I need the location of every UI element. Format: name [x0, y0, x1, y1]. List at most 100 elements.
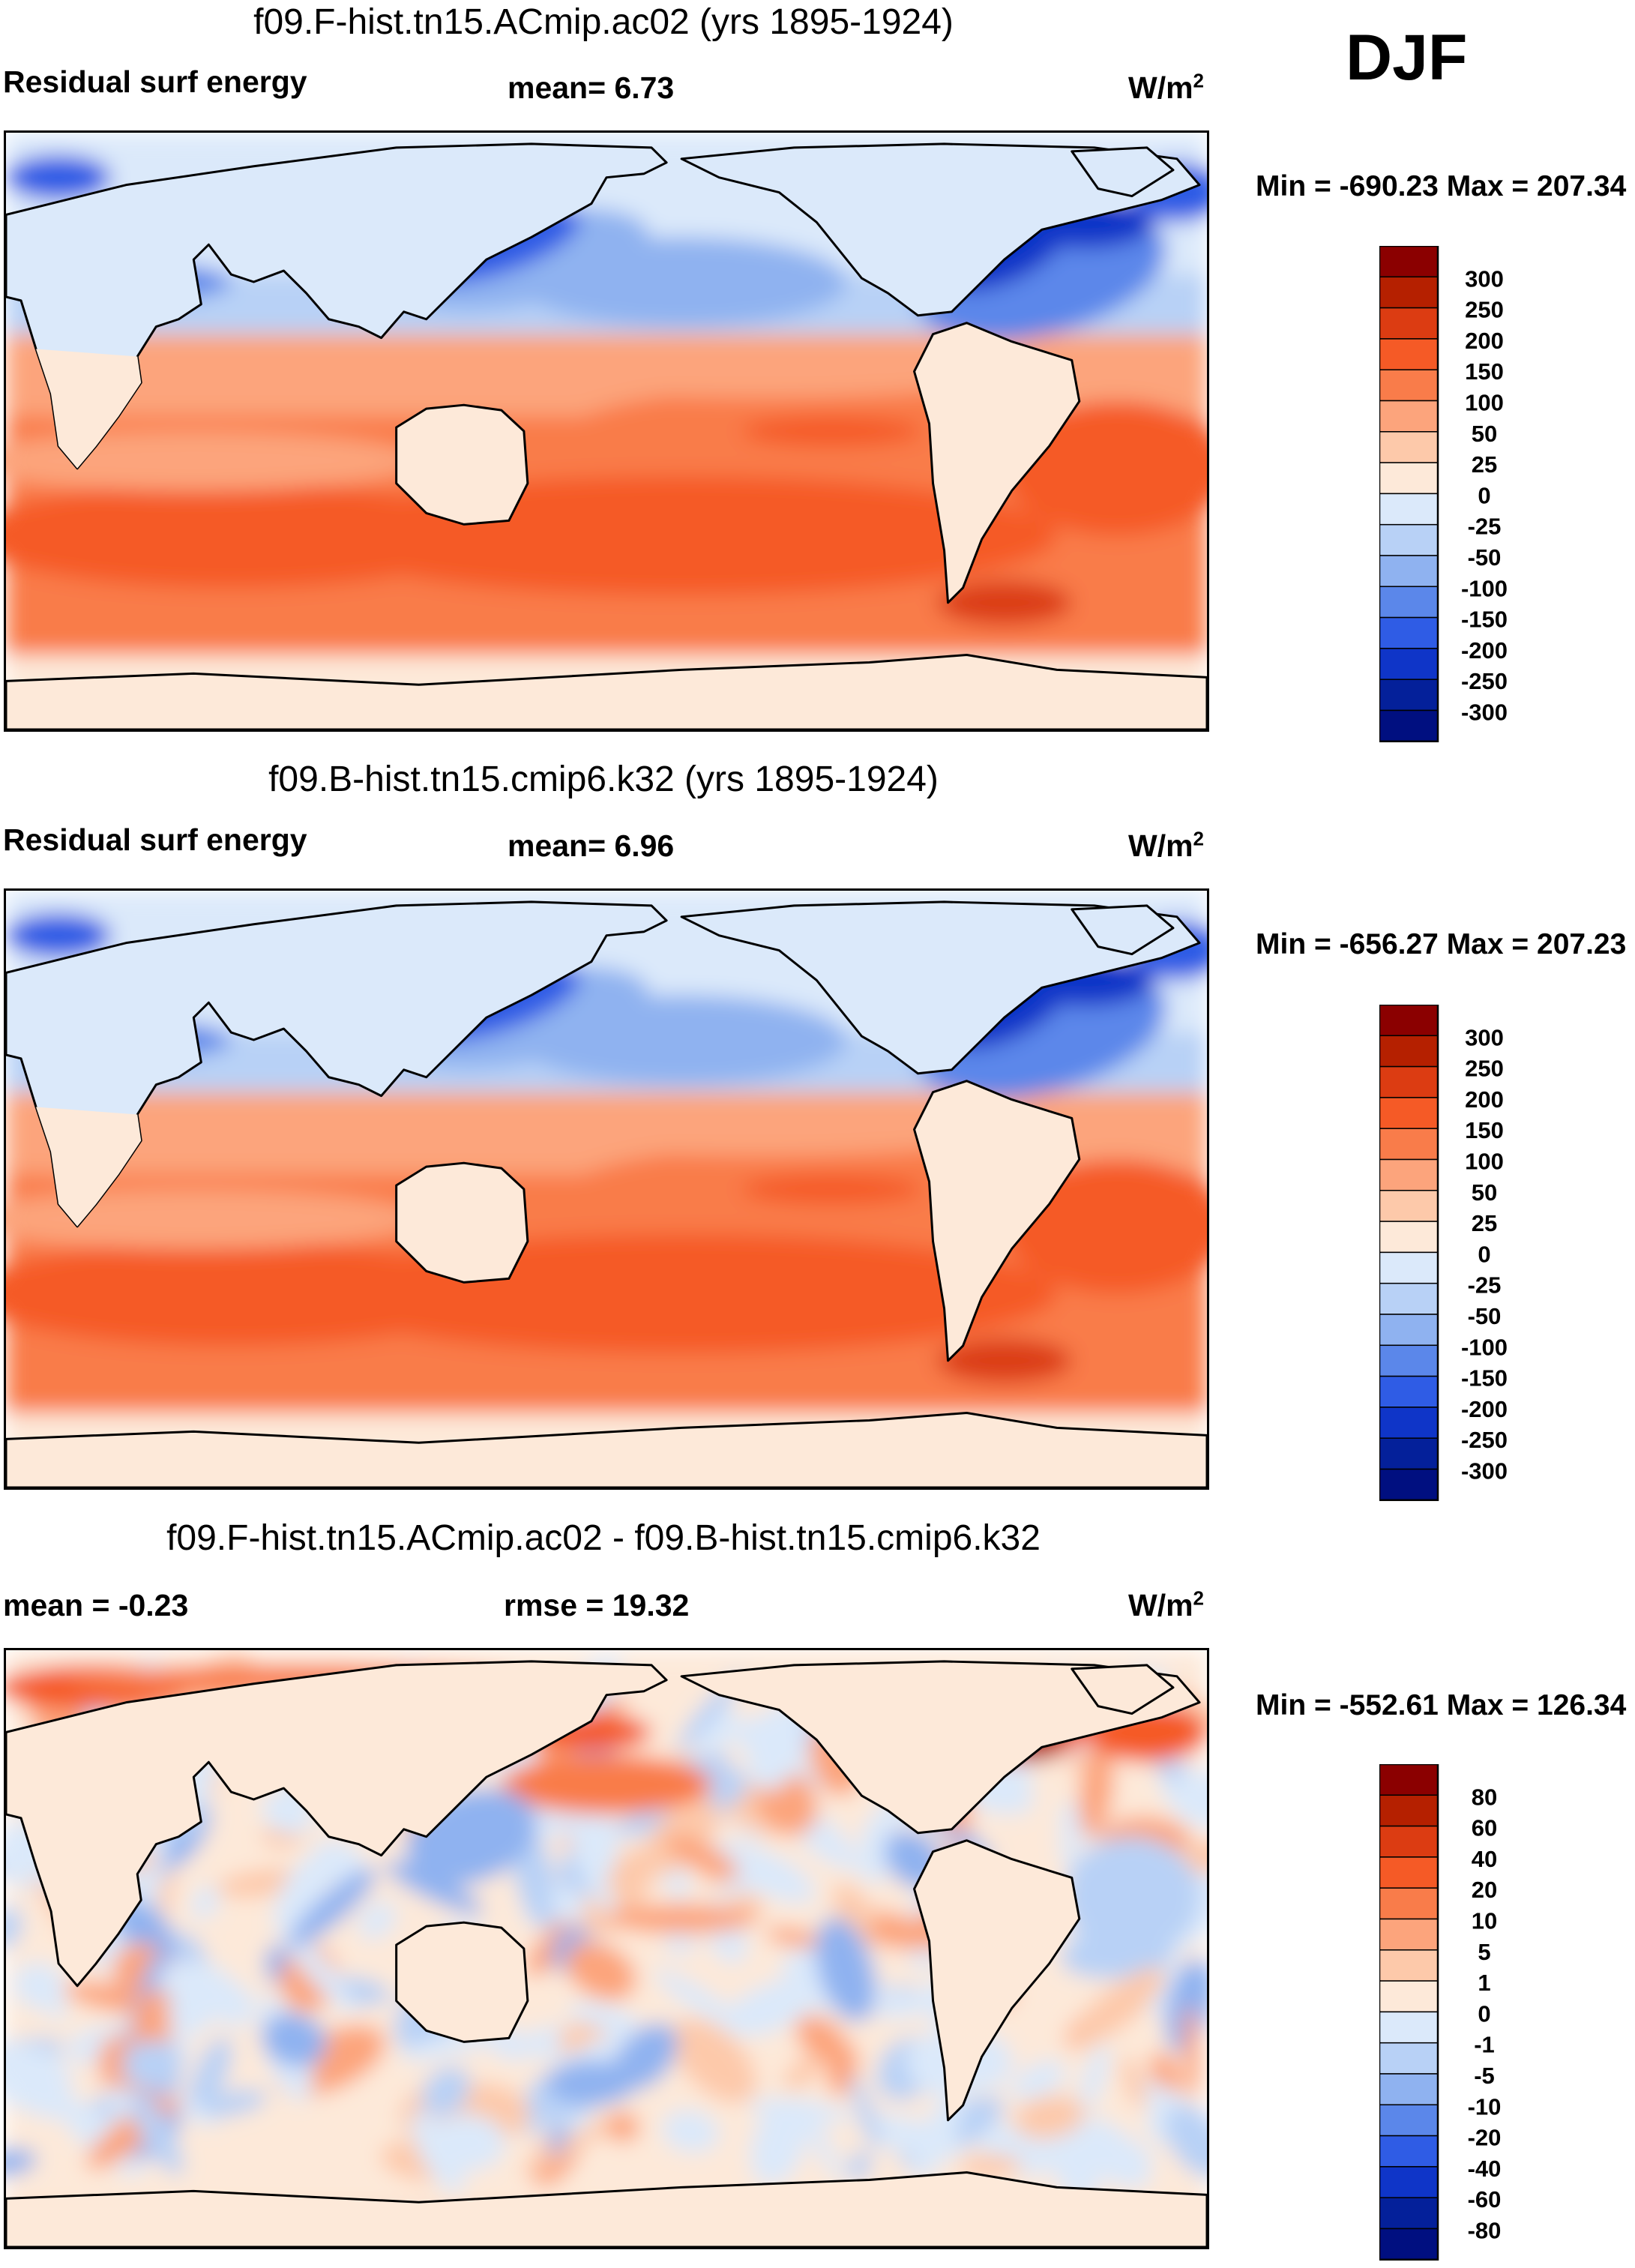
panel-3-title: f09.F-hist.tn15.ACmip.ac02 - f09.B-hist.… [166, 1518, 1041, 1558]
colorbar-swatch [1379, 1097, 1439, 1129]
colorbar-swatch [1379, 493, 1439, 526]
colorbar-swatch [1379, 338, 1439, 370]
colorbar-tick-label: -250 [1461, 1427, 1508, 1453]
colorbar-tick-label: 150 [1465, 1117, 1504, 1143]
colorbar-swatch [1379, 400, 1439, 433]
colorbar-tick-label: -60 [1468, 2186, 1502, 2213]
panel-3-rmse-label: rmse = 19.32 [504, 1588, 690, 1622]
colorbar-tick-label: -40 [1468, 2156, 1502, 2182]
colorbar-tick-label: 150 [1465, 358, 1504, 385]
colorbar-tick-label: -150 [1461, 607, 1508, 633]
colorbar-swatch [1379, 2011, 1439, 2044]
colorbar-tick-label: -50 [1468, 1303, 1502, 1329]
colorbar-swatch [1379, 1035, 1439, 1068]
colorbar-swatch [1379, 1763, 1439, 1796]
colorbar-swatch [1379, 2042, 1439, 2075]
colorbar-tick-label: -25 [1468, 514, 1502, 540]
colorbar-swatch [1379, 1437, 1439, 1470]
colorbar-tick-label: 10 [1472, 1908, 1497, 1934]
panel-1-units: W/m2 [1128, 69, 1205, 105]
colorbar-swatch [1379, 245, 1439, 278]
colorbar-swatch [1379, 523, 1439, 556]
colorbar-swatch [1379, 586, 1439, 619]
colorbar-tick-label: 100 [1465, 390, 1504, 416]
colorbar-tick-label: 200 [1465, 328, 1504, 354]
colorbar-swatch [1379, 431, 1439, 463]
colorbar-tick-label: 200 [1465, 1086, 1504, 1113]
colorbar-swatch [1379, 1282, 1439, 1315]
colorbar-tick-label: -1 [1474, 2032, 1495, 2058]
colorbar-swatch [1379, 648, 1439, 680]
panel-1-variable-label: Residual surf energy [3, 64, 307, 99]
colorbar-swatch [1379, 709, 1439, 742]
panel-3-min-max: Min = -552.61 Max = 126.34 [1256, 1689, 1627, 1721]
colorbar-tick-label: -300 [1461, 1458, 1508, 1485]
panel-2-variable-label: Residual surf energy [3, 822, 307, 857]
colorbar-swatch [1379, 369, 1439, 402]
panel-1-map [4, 130, 1209, 732]
colorbar-swatch [1379, 462, 1439, 495]
colorbar-swatch [1379, 1918, 1439, 1951]
colorbar-tick-label: -20 [1468, 2125, 1502, 2151]
colorbar-tick-label: 250 [1465, 1056, 1504, 1082]
panel-3-units: W/m2 [1128, 1586, 1205, 1622]
colorbar-swatch [1379, 1314, 1439, 1347]
colorbar-tick-label: 5 [1478, 1939, 1490, 1965]
colorbar-swatch [1379, 2197, 1439, 2230]
colorbar-tick-label: 80 [1472, 1784, 1497, 1810]
panel-2-map [4, 888, 1209, 1490]
colorbar-tick-label: -10 [1468, 2093, 1502, 2120]
panel-1-min-max: Min = -690.23 Max = 207.34 [1256, 170, 1627, 202]
season-label: DJF [1346, 22, 1468, 94]
colorbar-tick-label: 40 [1472, 1846, 1497, 1872]
colorbar-tick-label: 0 [1478, 1241, 1490, 1267]
colorbar-swatch [1379, 555, 1439, 588]
colorbar-tick-label: 50 [1472, 421, 1497, 447]
colorbar-tick-label: 300 [1465, 265, 1504, 292]
colorbar-tick-label: -50 [1468, 544, 1502, 571]
panel-3-mean-label: mean = -0.23 [3, 1588, 189, 1622]
colorbar-swatch [1379, 1856, 1439, 1889]
colorbar-tick-label: -25 [1468, 1272, 1502, 1299]
colorbar-swatch [1379, 679, 1439, 712]
panel-3-colorbar: 80 60 40 20 10 5 1 0 -1 -5 -10 -20 -40 -60 -80 [1378, 1763, 1529, 2268]
colorbar-swatch [1379, 276, 1439, 309]
colorbar-tick-label: -150 [1461, 1365, 1508, 1392]
colorbar-tick-label: 50 [1472, 1179, 1497, 1206]
colorbar-tick-label: 250 [1465, 297, 1504, 323]
panel-1-mean-label: mean= 6.73 [508, 70, 675, 105]
colorbar-tick-label: 25 [1472, 451, 1497, 478]
colorbar-tick-label: -200 [1461, 637, 1508, 664]
panel-2-min-max: Min = -656.27 Max = 207.23 [1256, 928, 1627, 960]
colorbar-swatch [1379, 1825, 1439, 1858]
colorbar-swatch [1379, 1158, 1439, 1191]
colorbar-swatch [1379, 1794, 1439, 1827]
panel-1-colorbar: 300 250 200 150 100 50 25 0 -25 -50 -100 -150 -200 -2… [1378, 244, 1529, 750]
colorbar-tick-label: -300 [1461, 700, 1508, 726]
panel-2-mean-label: mean= 6.96 [508, 828, 675, 863]
colorbar-tick-label: -80 [1468, 2218, 1502, 2244]
colorbar-swatch [1379, 1344, 1439, 1377]
colorbar-swatch [1379, 307, 1439, 340]
colorbar-swatch [1379, 1949, 1439, 1982]
panel-1-title: f09.F-hist.tn15.ACmip.ac02 (yrs 1895-192… [253, 2, 954, 42]
colorbar-tick-label: 0 [1478, 2000, 1490, 2027]
colorbar-tick-label: 20 [1472, 1877, 1497, 1903]
colorbar-swatch [1379, 616, 1439, 649]
colorbar-tick-label: -200 [1461, 1396, 1508, 1422]
colorbar-swatch [1379, 1004, 1439, 1037]
colorbar-swatch [1379, 1980, 1439, 2013]
colorbar-tick-label: 300 [1465, 1024, 1504, 1050]
colorbar-swatch [1379, 1251, 1439, 1284]
colorbar-tick-label: 0 [1478, 482, 1490, 508]
colorbar-swatch [1379, 2135, 1439, 2168]
colorbar-swatch [1379, 2228, 1439, 2261]
panel-2-colorbar: 300 250 200 150 100 50 25 0 -25 -50 -100 -150 -200 -2… [1378, 1003, 1529, 1509]
colorbar-swatch [1379, 2166, 1439, 2198]
panel-2-units: W/m2 [1128, 827, 1205, 863]
colorbar-swatch [1379, 1190, 1439, 1222]
colorbar-tick-label: -250 [1461, 668, 1508, 694]
colorbar-swatch [1379, 1065, 1439, 1098]
colorbar-tick-label: 25 [1472, 1210, 1497, 1236]
